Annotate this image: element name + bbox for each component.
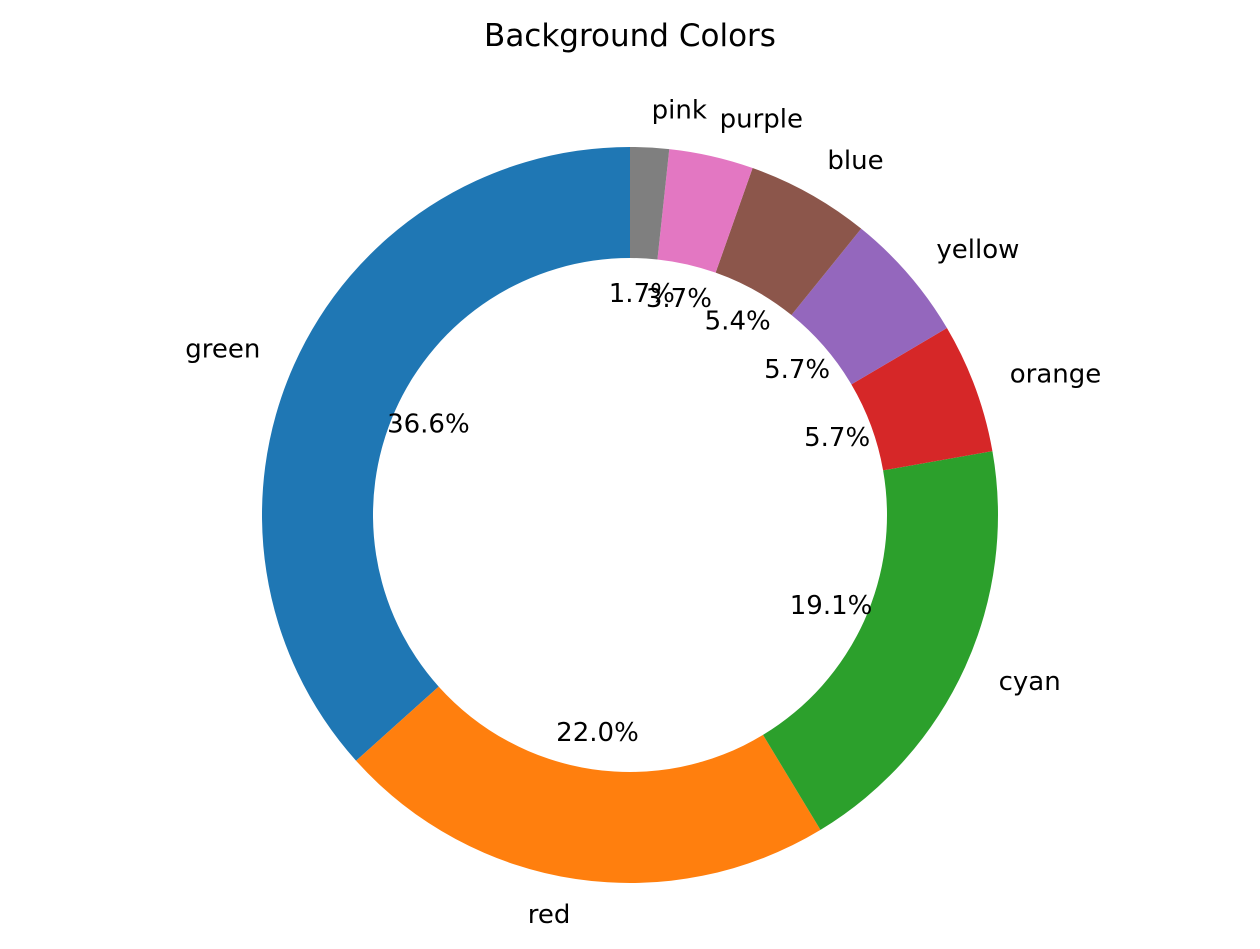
slice-green <box>262 147 630 761</box>
slice-pink <box>630 147 670 260</box>
slice-label-cyan: cyan <box>999 667 1061 697</box>
slice-cyan <box>763 451 998 830</box>
pct-label-cyan: 19.1% <box>790 591 873 621</box>
slice-yellow <box>791 228 947 385</box>
pct-label-pink: 1.7% <box>609 279 675 309</box>
pct-label-yellow: 5.7% <box>764 355 830 385</box>
pct-label-orange: 5.7% <box>804 423 870 453</box>
slices-layer <box>262 147 998 883</box>
chart-title: Background Colors <box>484 18 776 54</box>
slice-label-yellow: yellow <box>936 235 1019 265</box>
slice-label-orange: orange <box>1010 359 1102 389</box>
slice-orange <box>851 328 993 471</box>
labels-layer: green 36.6% red 22.0% cyan 19.1% orange 5.7% yel… <box>185 95 1101 930</box>
slice-purple <box>657 149 753 273</box>
slice-label-blue: blue <box>827 146 883 176</box>
slice-blue <box>715 168 862 316</box>
pct-label-green: 36.6% <box>387 410 470 440</box>
slice-red <box>356 686 821 883</box>
slice-label-purple: purple <box>720 105 803 135</box>
pct-label-purple: 3.7% <box>646 284 712 314</box>
slice-label-red: red <box>528 900 571 930</box>
slice-label-green: green <box>185 335 260 365</box>
pct-label-blue: 5.4% <box>705 307 771 337</box>
slice-label-pink: pink <box>652 95 707 125</box>
pct-label-red: 22.0% <box>556 718 639 748</box>
